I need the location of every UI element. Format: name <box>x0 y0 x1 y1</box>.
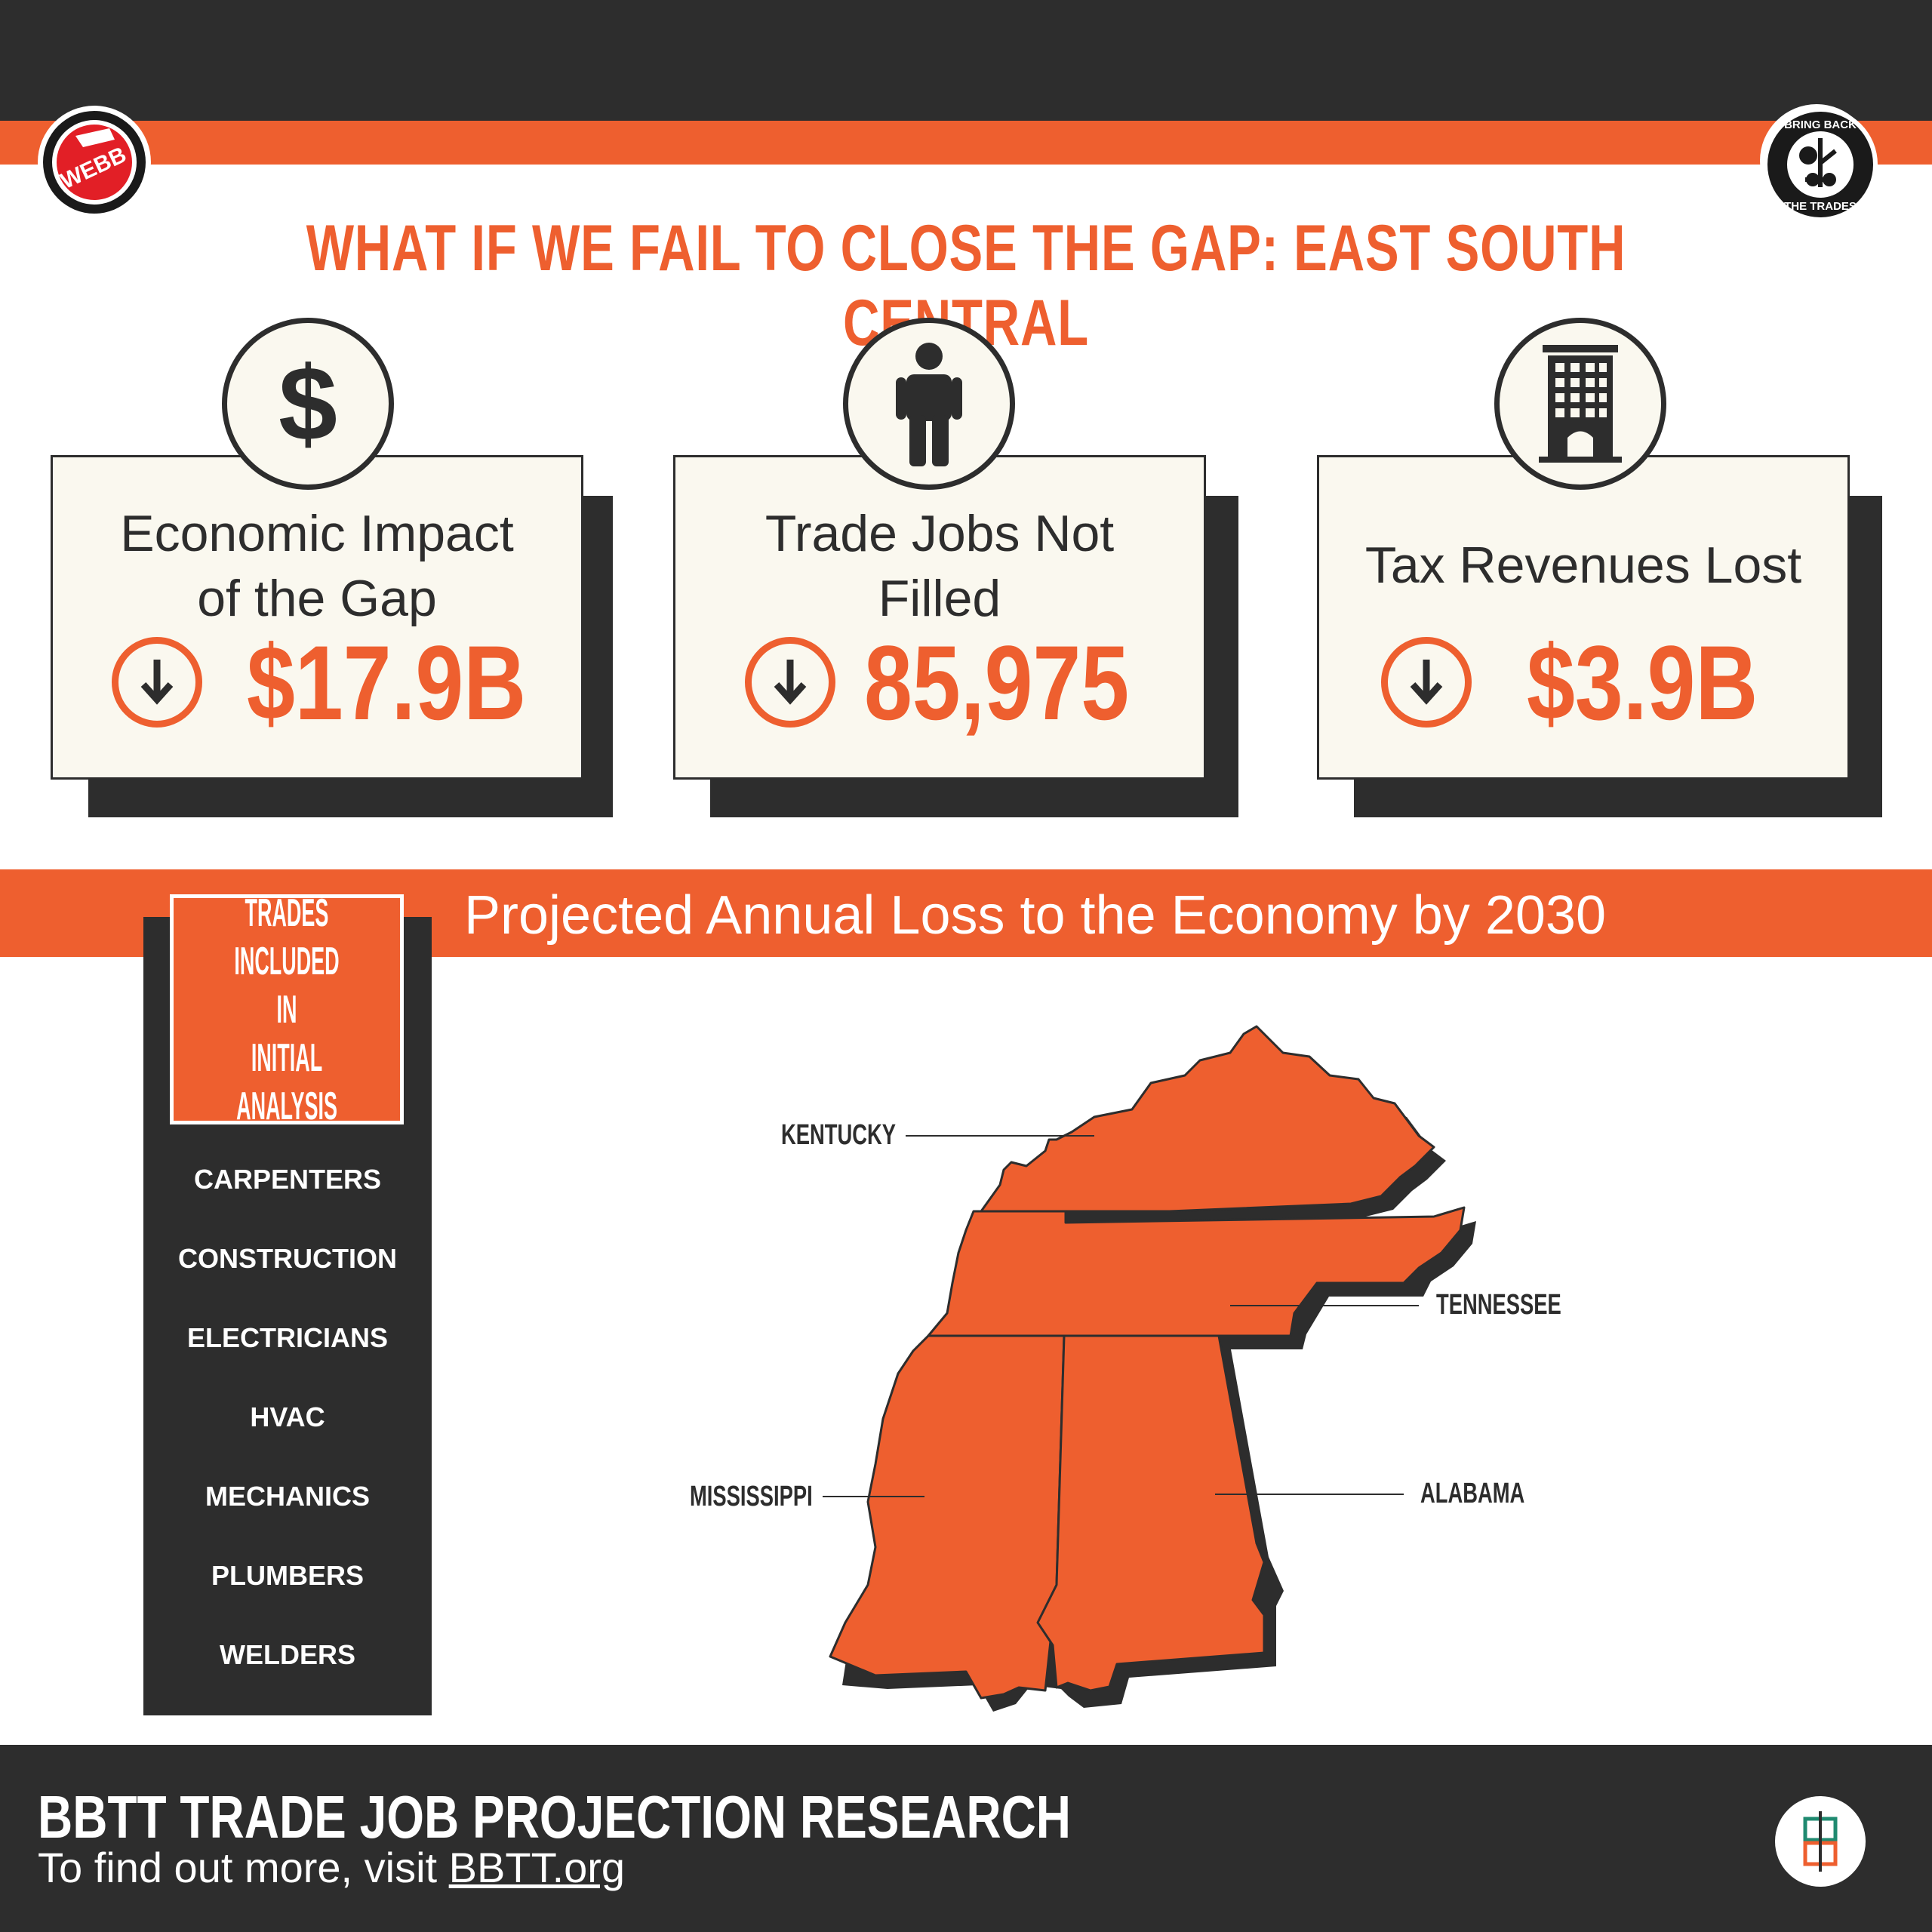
map-label-alabama: ALABAMA <box>1420 1478 1525 1509</box>
footer-title: BBTT TRADE JOB PROJECTION RESEARCH <box>38 1783 1071 1850</box>
mississippi-shape <box>829 1334 1066 1700</box>
dollar-icon: $ <box>222 318 394 490</box>
top-bar <box>0 0 1932 121</box>
trade-item: HVAC <box>250 1401 325 1432</box>
sidebar-heading-line: INITIAL <box>251 1035 323 1080</box>
tax-revenues-card: Tax Revenues Lost $3.9B <box>1317 455 1850 780</box>
card-label: of the Gap <box>197 570 437 627</box>
card-label: Trade Jobs Not <box>764 505 1115 562</box>
card-value: $17.9B <box>247 623 527 742</box>
alabama-shape <box>1036 1334 1266 1692</box>
down-arrow-icon <box>112 637 202 728</box>
bbtt-monogram-logo[interactable] <box>1775 1796 1866 1887</box>
down-arrow-icon <box>745 637 835 728</box>
economic-impact-card: Economic Impact of the Gap $17.9B <box>51 455 583 780</box>
footer-subtitle-text: To find out more, visit <box>38 1844 449 1891</box>
building-icon <box>1494 318 1666 490</box>
footer <box>0 1745 1932 1932</box>
accent-stripe <box>0 121 1932 165</box>
sidebar-heading-line: TRADES <box>245 891 329 935</box>
map-label-mississippi: MISSISSIPPI <box>690 1481 813 1512</box>
trade-item: MECHANICS <box>205 1481 370 1512</box>
svg-text:THE TRADES: THE TRADES <box>1784 200 1857 213</box>
sidebar-heading: TRADES INCLUDED IN INITIAL ANALYSIS <box>170 891 404 1128</box>
card-label: Tax Revenues Lost <box>1364 537 1802 594</box>
trade-item: ELECTRICIANS <box>186 1322 388 1353</box>
trade-item: PLUMBERS <box>211 1560 364 1591</box>
footer-link[interactable]: BBTT.org <box>448 1844 626 1891</box>
person-icon <box>843 318 1015 490</box>
page-title: WHAT IF WE FAIL TO CLOSE THE GAP: EAST S… <box>306 212 1626 359</box>
tennessee-shape <box>927 1206 1466 1337</box>
trade-item: CONSTRUCTION <box>178 1243 397 1274</box>
down-arrow-icon <box>1381 637 1472 728</box>
section-title: Projected Annual Loss to the Economy by … <box>464 885 1606 946</box>
card-label: Filled <box>878 570 1001 627</box>
sidebar-heading-line: INCLUDED IN <box>234 939 340 1032</box>
card-value: $3.9B <box>1527 623 1758 742</box>
card-value: 85,975 <box>864 623 1130 742</box>
card-label: Economic Impact <box>120 505 514 562</box>
sidebar-heading-line: ANALYSIS <box>236 1084 337 1128</box>
footer-subtitle: To find out more, visit BBTT.org <box>38 1843 625 1892</box>
map-label-tennessee: TENNESSEE <box>1436 1289 1561 1321</box>
trade-item: WELDERS <box>220 1639 355 1670</box>
trade-item: CARPENTERS <box>193 1164 382 1195</box>
bring-back-the-trades-logo[interactable]: BRING BACK THE TRADES <box>1760 104 1878 222</box>
kentucky-shape <box>980 1025 1435 1213</box>
map-leader-lines <box>823 1135 1419 1497</box>
map-label-kentucky: KENTUCKY <box>781 1119 897 1151</box>
svg-text:BRING BACK: BRING BACK <box>1784 118 1857 131</box>
trade-jobs-card: Trade Jobs Not Filled 85,975 <box>673 455 1206 780</box>
webb-logo[interactable]: WEBB <box>38 106 151 219</box>
